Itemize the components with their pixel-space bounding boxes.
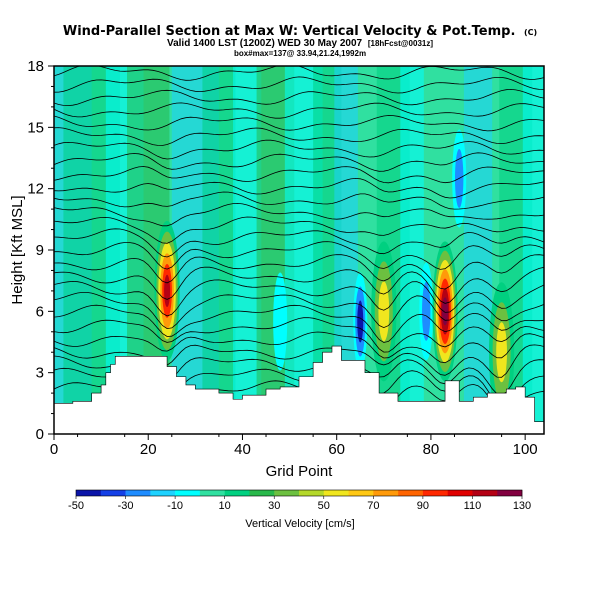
colorbar-swatch xyxy=(76,490,102,496)
isentrope-line xyxy=(54,317,544,353)
y-axis-label: Height [Kft MSL] xyxy=(9,195,26,304)
colorbar-tick-label: 10 xyxy=(219,500,231,512)
y-axis-ticks: 0 3 6 9 12 15 18 xyxy=(27,58,54,443)
isentrope-line xyxy=(54,254,544,290)
isentrope-line xyxy=(54,115,544,132)
y-tick-label: 9 xyxy=(36,242,44,259)
y-tick-label: 18 xyxy=(27,58,44,75)
colorbar-swatch xyxy=(348,490,374,496)
updraft-core xyxy=(378,281,390,342)
downdraft-core xyxy=(357,300,364,343)
isentrope-line xyxy=(54,331,544,364)
x-tick-label: 80 xyxy=(423,441,440,458)
isentrope-line xyxy=(54,241,544,270)
isentrope-line xyxy=(54,139,544,160)
x-tick-label: 100 xyxy=(513,441,538,458)
y-tick-label: 12 xyxy=(27,181,44,198)
colorbar-swatch xyxy=(447,490,473,496)
isentrope-line xyxy=(54,279,544,317)
isentrope-line xyxy=(54,177,544,199)
colorbar-swatch xyxy=(175,490,201,496)
downdraft-core xyxy=(273,272,288,371)
x-tick-label: 40 xyxy=(234,441,251,458)
colorbar-tick-label: -10 xyxy=(167,500,183,512)
isentrope-line xyxy=(54,166,544,184)
chart-title-text: Wind-Parallel Section at Max W: Vertical… xyxy=(63,24,516,39)
colorbar-tick-label: 90 xyxy=(417,500,429,512)
isentrope-line xyxy=(54,344,544,378)
x-axis-label: Grid Point xyxy=(266,463,334,480)
colorbar-frame xyxy=(75,489,523,497)
colorbar-swatch xyxy=(398,490,424,496)
colorbar-swatch xyxy=(299,490,325,496)
isentrope-line xyxy=(54,152,544,172)
y-tick-label: 6 xyxy=(36,303,44,320)
colorbar-swatch xyxy=(422,490,448,496)
colorbar-swatch xyxy=(199,490,225,496)
isentrope-line xyxy=(54,304,544,343)
x-tick-label: 60 xyxy=(328,441,345,458)
x-tick-label: 20 xyxy=(140,441,157,458)
isentrope-line xyxy=(54,266,544,304)
colorbar-swatch xyxy=(100,490,126,496)
colorbar-swatch xyxy=(323,490,349,496)
isentrope-line xyxy=(54,102,544,119)
isentrope-line xyxy=(54,88,544,107)
colorbar-tick-label: -30 xyxy=(118,500,134,512)
isentrope-line xyxy=(54,216,544,244)
terrain-mask xyxy=(54,345,544,434)
colorbar: -50 -30 -10 10 30 50 70 90 110 130 xyxy=(68,489,531,512)
velocity-streak xyxy=(400,66,424,434)
chart-subtitle-2: box#max=137@ 33.94,21.24,1992m xyxy=(234,49,366,58)
x-tick-label: 0 xyxy=(50,441,58,458)
isentrope-line xyxy=(54,76,544,94)
isentrope-line xyxy=(54,292,544,330)
chart-title: Wind-Parallel Section at Max W: Vertical… xyxy=(63,24,537,39)
isentrope-line xyxy=(54,228,544,258)
colorbar-swatch xyxy=(249,490,275,496)
x-axis-ticks: 0 20 40 60 80 100 xyxy=(50,434,538,458)
colorbar-tick-label: 130 xyxy=(513,500,531,512)
isentrope-line xyxy=(54,202,544,227)
y-tick-label: 0 xyxy=(36,426,44,443)
chart-title-mark: (C) xyxy=(524,28,537,37)
y-tick-label: 3 xyxy=(36,365,44,382)
colorbar-tick-label: 110 xyxy=(464,500,482,512)
colorbar-label: Vertical Velocity [cm/s] xyxy=(245,518,354,530)
isentrope-line xyxy=(54,191,544,210)
downdraft-core xyxy=(422,281,431,341)
velocity-streak xyxy=(334,66,358,434)
velocity-streak xyxy=(522,66,544,434)
colorbar-swatch xyxy=(125,490,151,496)
colorbar-tick-label: 30 xyxy=(268,500,280,512)
updraft-core xyxy=(442,297,449,326)
colorbar-tick-label: -50 xyxy=(68,500,84,512)
updraft-core xyxy=(164,274,171,308)
subtitle-valid-time: Valid 1400 LST (1200Z) WED 30 May 2007 xyxy=(167,38,363,49)
colorbar-swatch xyxy=(497,490,523,496)
chart-subtitle-1: Valid 1400 LST (1200Z) WED 30 May 2007 [… xyxy=(167,38,433,49)
colorbar-swatch xyxy=(274,490,300,496)
updraft-core xyxy=(496,322,507,383)
velocity-streak xyxy=(202,66,236,434)
y-tick-label: 15 xyxy=(27,119,44,136)
colorbar-swatch xyxy=(472,490,498,496)
velocity-streak xyxy=(463,66,493,434)
colorbar-swatch xyxy=(224,490,250,496)
colorbar-swatch xyxy=(150,490,176,496)
colorbar-swatch xyxy=(373,490,399,496)
colorbar-tick-label: 50 xyxy=(318,500,330,512)
subtitle-forecast-time: [18hFcst@0031z] xyxy=(368,39,433,48)
plot-area xyxy=(54,66,544,434)
colorbar-tick-label: 70 xyxy=(367,500,379,512)
isentrope-line xyxy=(54,127,544,146)
